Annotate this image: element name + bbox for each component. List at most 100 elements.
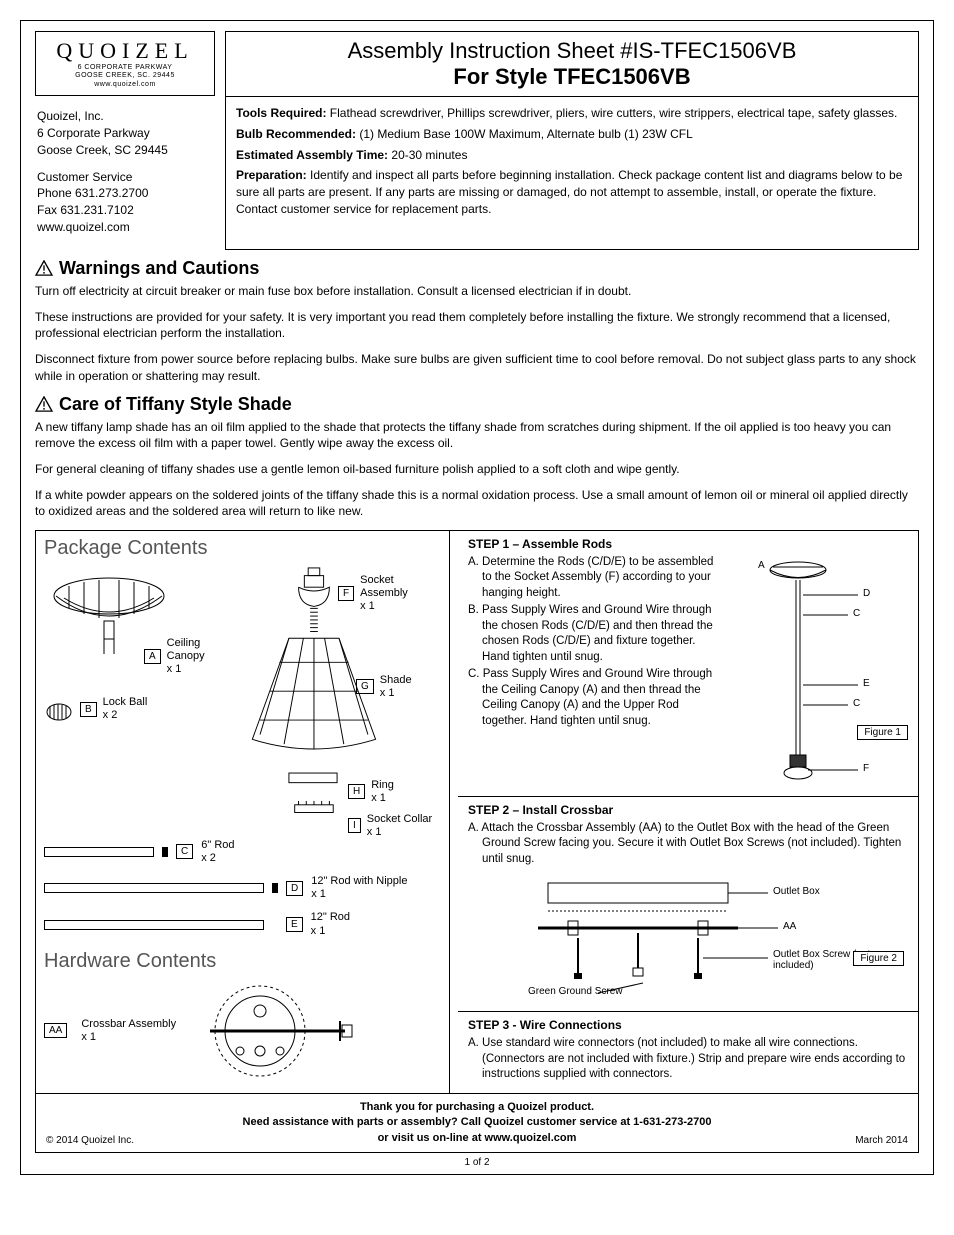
warning-icon [35,396,53,412]
bulb-label: Bulb Recommended: [236,127,356,141]
company-info: Quoizel, Inc. 6 Corporate Parkway Goose … [35,104,215,250]
logo-box: QUOIZEL 6 CORPORATE PARKWAY GOOSE CREEK,… [35,31,215,96]
step1-head: STEP 1 – Assemble Rods [468,537,908,551]
page-border: QUOIZEL 6 CORPORATE PARKWAY GOOSE CREEK,… [20,20,934,1175]
code-b: B [80,702,97,717]
pkg-item-b: B Lock Ballx 2 [44,696,214,722]
fig2-outlet: Outlet Box [773,886,820,897]
code-a: A [144,649,161,664]
footer-center: Thank you for purchasing a Quoizel produ… [46,1100,908,1146]
logo-addr1: 6 CORPORATE PARKWAY [44,64,206,72]
footer-l2: Need assistance with parts or assembly? … [46,1115,908,1130]
pkg-item-i: I Socket Collarx 1 [348,813,432,839]
logo-web: www.quoizel.com [44,81,206,89]
code-d: D [286,881,303,896]
step1-c: C. Pass Supply Wires and Ground Wire thr… [468,667,718,729]
step1-text: A. Determine the Rods (C/D/E) to be asse… [468,555,718,788]
care-title: Care of Tiffany Style Shade [59,394,292,415]
warnings-title: Warnings and Cautions [59,258,259,279]
name-f: Socket Assembly [360,574,408,599]
fig1-d: D [863,588,870,599]
qty-h: x 1 [371,792,386,804]
name-c: 6" Rod [201,839,234,851]
company-cs: Customer Service [37,169,213,186]
tools-text: Flathead screwdriver, Phillips screwdriv… [326,106,897,120]
fig2-label: Figure 2 [853,951,904,966]
bulb-text: (1) Medium Base 100W Maximum, Alternate … [356,127,693,141]
step2-text: A. Attach the Crossbar Assembly (AA) to … [468,821,908,868]
rod-c-icon [44,847,154,857]
pkg-item-e: E 12" Rodx 1 [44,911,441,937]
prep-text: Identify and inspect all parts before be… [236,168,902,216]
company-addr1: 6 Corporate Parkway [37,125,213,142]
step2-head: STEP 2 – Install Crossbar [468,803,908,817]
prep-label: Preparation: [236,168,307,182]
header-row: QUOIZEL 6 CORPORATE PARKWAY GOOSE CREEK,… [35,31,919,250]
time-label: Estimated Assembly Time: [236,148,388,162]
step3-block: STEP 3 - Wire Connections A. Use standar… [458,1012,918,1093]
qty-c: x 2 [201,852,216,864]
lockball-icon [44,696,74,722]
code-c: C [176,844,193,859]
qty-a: x 1 [167,663,182,675]
title-line2: For Style TFEC1506VB [232,64,912,90]
footer-date: March 2014 [855,1135,908,1146]
canopy-icon [44,566,174,656]
care-p3: If a white powder appears on the soldere… [35,487,919,519]
pkg-grid: A Ceiling Canopyx 1 B Lock Ballx 2 [44,566,441,829]
footer-box: Thank you for purchasing a Quoizel produ… [35,1093,919,1153]
rod-nipple-icon [162,847,168,857]
warning-icon [35,260,53,276]
spec-box: Tools Required: Flathead screwdriver, Ph… [226,97,918,230]
code-aa: AA [44,1023,67,1038]
logo-text: QUOIZEL [44,38,206,64]
step3-a: A. Use standard wire connectors (not inc… [468,1036,908,1083]
step1-figure: A D C E C F Figure 1 [728,555,908,788]
hw-title: Hardware Contents [44,950,441,973]
steps-column: STEP 1 – Assemble Rods A. Determine the … [458,531,918,1093]
company-fax: Fax 631.231.7102 [37,202,213,219]
title-box: Assembly Instruction Sheet #IS-TFEC1506V… [226,32,918,97]
care-p2: For general cleaning of tiffany shades u… [35,461,919,477]
step1-b: B. Pass Supply Wires and Ground Wire thr… [468,603,718,665]
step3-head: STEP 3 - Wire Connections [468,1018,908,1032]
fig1-e: E [863,678,870,689]
care-head: Care of Tiffany Style Shade [35,394,919,415]
step1-a: A. Determine the Rods (C/D/E) to be asse… [468,555,718,602]
package-column: Package Contents A Ceiling Canopyx 1 [36,531,450,1093]
name-h: Ring [371,779,394,791]
code-g: G [356,679,374,694]
warnings-p1: Turn off electricity at circuit breaker … [35,283,919,299]
content-row: Package Contents A Ceiling Canopyx 1 [35,530,919,1093]
fig2-aa: AA [783,921,796,932]
qty-i: x 1 [367,826,382,838]
fig1-a: A [758,560,765,571]
name-a: Ceiling Canopy [167,637,205,662]
name-e: 12" Rod [311,911,350,923]
name-aa: Crossbar Assembly [81,1018,176,1030]
warnings-head: Warnings and Cautions [35,258,919,279]
step3-text: A. Use standard wire connectors (not inc… [468,1036,908,1083]
warnings-p2: These instructions are provided for your… [35,309,919,341]
crossbar-icon [190,981,360,1081]
logo-addr2: GOOSE CREEK, SC. 29445 [44,72,206,80]
pkg-item-d: D 12" Rod with Nipplex 1 [44,875,441,901]
pkg-right: F Socket Assemblyx 1 G Shadex 1 H Ringx … [228,566,441,829]
footer-l1: Thank you for purchasing a Quoizel produ… [46,1100,908,1115]
code-h: H [348,784,365,799]
footer-copyright: © 2014 Quoizel Inc. [46,1135,134,1146]
company-name: Quoizel, Inc. [37,108,213,125]
step2-figure: Outlet Box AA Outlet Box Screw (not incl… [468,873,908,1003]
warnings-p3: Disconnect fixture from power source bef… [35,351,919,383]
hw-item-aa: AA Crossbar Assemblyx 1 [44,981,441,1081]
qty-g: x 1 [380,687,395,699]
qty-aa: x 1 [81,1031,96,1043]
rod-nipple-icon [272,883,278,893]
qty-d: x 1 [311,888,326,900]
name-b: Lock Ball [103,696,148,708]
company-phone: Phone 631.273.2700 [37,185,213,202]
step2-block: STEP 2 – Install Crossbar A. Attach the … [458,797,918,1013]
pkg-item-c: C 6" Rodx 2 [44,839,441,865]
fig1-label: Figure 1 [857,725,908,740]
pkg-left: A Ceiling Canopyx 1 B Lock Ballx 2 [44,566,214,829]
